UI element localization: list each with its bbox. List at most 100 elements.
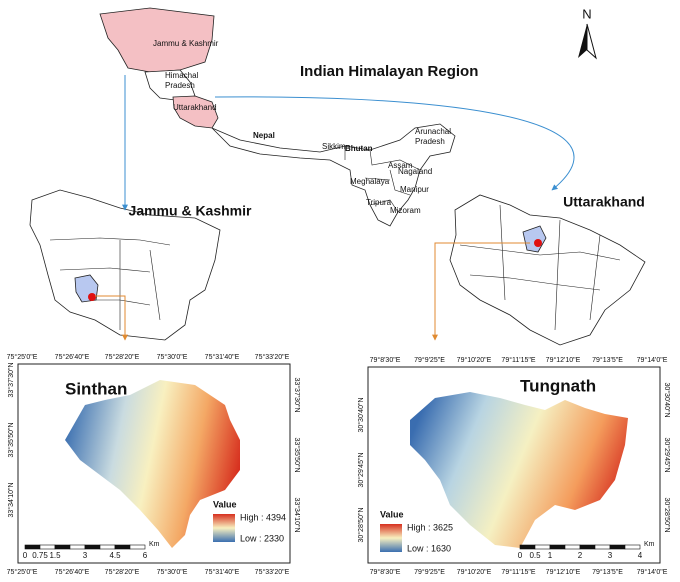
scale-label: 0.5: [529, 551, 541, 560]
coord-label: 79°12'10"E: [546, 568, 581, 576]
coord-label: 75°30'0"E: [157, 353, 188, 361]
scale-label: 4: [638, 551, 643, 560]
panel-title: Sinthan: [65, 379, 127, 398]
scale-seg: [549, 544, 566, 550]
north-arrow: [578, 23, 597, 60]
coord-label: 30°28'50"N: [663, 497, 671, 532]
coord-label: 79°14'0"E: [637, 568, 668, 576]
coord-label: 30°30'40"N: [663, 382, 671, 417]
coord-label: 79°10'20"E: [457, 356, 492, 364]
arrow: [95, 295, 128, 341]
coord-label: 79°9'25"E: [414, 356, 445, 364]
scale-seg: [534, 544, 551, 550]
region-label: Uttarakhand: [173, 103, 217, 112]
region-label: Tripura: [366, 198, 392, 207]
scale-seg: [39, 544, 56, 550]
coord-label: 79°10'20"E: [457, 568, 492, 576]
region-label: Nepal: [253, 131, 275, 140]
uk-site: [534, 239, 542, 247]
scale-label: 2: [578, 551, 583, 560]
coord-label: 75°28'20"E: [105, 353, 140, 361]
scale-label: 1.5: [49, 551, 61, 560]
inset-title: Jammu & Kashmir: [129, 203, 252, 219]
region-label: Mizoram: [390, 206, 421, 215]
north-label: N: [582, 6, 591, 21]
coord-label: 75°26'40"E: [55, 568, 90, 576]
scale-seg: [519, 544, 536, 550]
scale-label: 3: [608, 551, 613, 560]
legend-high: High : 4394: [240, 512, 286, 522]
jk-site: [88, 293, 96, 301]
coord-label: 30°29'45"N: [663, 437, 671, 472]
coord-label: 33°34'10"N: [7, 482, 15, 517]
jk-districts: [49, 237, 171, 330]
coord-label: 33°37'30"N: [293, 377, 301, 412]
scale-seg: [84, 544, 101, 550]
region-label: Arunachal: [415, 127, 451, 136]
scale-unit: Km: [644, 541, 655, 548]
arrow: [432, 242, 530, 341]
region-label: Nagaland: [398, 167, 432, 176]
scale-seg: [99, 544, 116, 550]
region-label: Pradesh: [415, 137, 445, 146]
ne-region: [211, 123, 456, 227]
scale-label: 1: [548, 551, 553, 560]
coord-label: 75°25'0"E: [7, 568, 38, 576]
coord-label: 75°30'0"E: [157, 568, 188, 576]
scale-seg: [609, 544, 626, 550]
coord-label: 79°14'0"E: [637, 356, 668, 364]
legend-low: Low : 1630: [407, 543, 451, 553]
coord-label: 75°31'40"E: [205, 568, 240, 576]
coord-label: 75°33'20"E: [255, 353, 290, 361]
scale-label: 0.75: [32, 551, 48, 560]
legend-title: Value: [213, 499, 237, 509]
coord-label: 79°8'30"E: [370, 356, 401, 364]
state-borders: [344, 146, 421, 213]
overview-map: [99, 7, 456, 227]
region-label: Himachal: [165, 71, 199, 80]
legend-title: Value: [380, 509, 404, 519]
sinthan-dem: [65, 380, 240, 548]
scale-seg: [69, 544, 86, 550]
uk-districts: [459, 204, 621, 331]
scale-seg: [114, 544, 131, 550]
region-label: Meghalaya: [350, 177, 390, 186]
scale-seg: [624, 544, 641, 550]
scale-label: 4.5: [109, 551, 121, 560]
coord-label: 79°13'5"E: [592, 356, 623, 364]
region-label: Assam: [388, 161, 413, 170]
coord-label: 75°33'20"E: [255, 568, 290, 576]
scale-seg: [594, 544, 611, 550]
scale-seg: [579, 544, 596, 550]
legend-ramp: [213, 514, 235, 542]
coord-label: 33°37'30"N: [7, 362, 15, 397]
scale-label: 6: [143, 551, 148, 560]
coord-label: 33°35'50"N: [7, 422, 15, 457]
coord-label: 79°13'5"E: [592, 568, 623, 576]
tungnath-dem: [410, 392, 628, 548]
overview-title: Indian Himalayan Region: [300, 63, 478, 80]
coord-label: 30°30'40"N: [357, 397, 365, 432]
scale-label: 0: [518, 551, 523, 560]
panel-title: Tungnath: [520, 376, 596, 395]
coord-label: 75°26'40"E: [55, 353, 90, 361]
coord-label: 79°11'15"E: [501, 356, 535, 364]
coord-label: 79°9'25"E: [414, 568, 445, 576]
legend-ramp: [380, 524, 402, 552]
coord-label: 79°8'30"E: [370, 568, 401, 576]
coord-label: 75°31'40"E: [205, 353, 240, 361]
coord-label: 30°29'45"N: [357, 452, 365, 487]
scale-seg: [129, 544, 146, 550]
region-label: Bhutan: [345, 144, 373, 153]
arrow: [214, 96, 575, 191]
scale-unit: Km: [149, 541, 160, 548]
inset-title: Uttarakhand: [563, 194, 645, 210]
coord-label: 30°28'50"N: [357, 507, 365, 542]
region-label: Sikkim: [322, 142, 346, 151]
scale-seg: [564, 544, 581, 550]
coord-label: 79°12'10"E: [546, 356, 581, 364]
uk-inset-map: [449, 194, 646, 346]
scale-seg: [54, 544, 71, 550]
coord-label: 75°25'0"E: [7, 353, 38, 361]
